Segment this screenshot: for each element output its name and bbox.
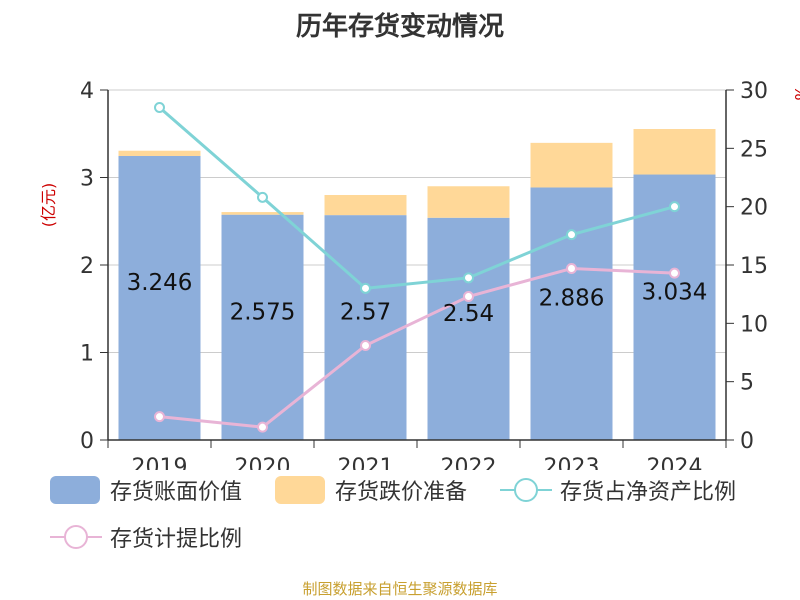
left-tick-label: 4 [80,79,94,104]
chart-plot: 0 1 2 3 4 0 5 10 15 20 25 30 (亿元)% 2019 2020 2021 2022 20… [39,79,800,470]
legend-label-net-asset-ratio: 存货占净资产比例 [560,480,737,505]
right-tick-label: 15 [740,254,768,279]
bar-impairment [427,186,510,218]
left-tick-label: 1 [80,342,94,367]
point-net-asset-ratio [463,272,474,284]
source-note: 制图数据来自恒生聚源数据库 [302,580,498,598]
point-net-asset-ratio [566,229,577,241]
x-tick-label: 2020 [235,455,291,470]
bar-impairment [324,195,407,216]
right-tick-label: 25 [740,137,768,162]
bar-data-label: 2.57 [340,300,391,326]
point-provision-ratio [154,411,165,423]
point-net-asset-ratio [257,191,268,203]
right-tick-label: 20 [740,196,768,221]
point-net-asset-ratio [154,102,165,113]
right-tick-label: 0 [740,429,754,454]
bar-book-value [221,214,304,440]
x-tick-label: 2024 [647,455,703,470]
bar-book-value [427,217,510,440]
legend-swatch-provision-ratio [50,523,102,551]
bar-impairment [221,212,304,215]
legend-item-book-value[interactable]: 存货账面价值 [50,470,242,510]
legend-swatch-book-value [50,476,100,504]
point-provision-ratio [360,340,371,351]
left-tick-label: 2 [80,254,94,279]
left-tick-label: 0 [80,429,94,454]
legend-item-impairment[interactable]: 存货跌价准备 [275,470,467,510]
x-tick-label: 2019 [132,455,188,470]
bar-book-value [324,215,407,440]
legend-label-provision-ratio: 存货计提比例 [110,527,243,552]
bar-data-label: 2.886 [539,286,605,312]
point-net-asset-ratio [360,282,371,294]
line-net-asset-ratio [158,106,675,290]
legend-item-provision-ratio[interactable]: 存货计提比例 [50,517,242,557]
bar-data-label: 3.034 [642,279,708,305]
bar-data-label: 2.575 [230,299,296,325]
bar-impairment [530,142,613,188]
legend-label-book-value: 存货账面价值 [110,480,243,505]
bar-data-label: 3.246 [127,270,193,296]
x-tick-label: 2023 [544,455,600,470]
x-tick-label: 2021 [338,455,394,470]
point-provision-ratio [566,263,577,274]
right-axis-title: % [791,85,800,100]
point-provision-ratio [669,267,680,279]
chart-title: 历年存货变动情况 [295,12,504,42]
legend-item-net-asset-ratio[interactable]: 存货占净资产比例 [500,470,736,510]
right-tick-label: 5 [740,371,754,396]
left-tick-label: 3 [80,167,94,192]
bar-book-value [633,174,716,440]
x-tick-label: 2022 [441,455,497,470]
line-provision-ratio [159,266,675,429]
point-net-asset-ratio [669,201,680,213]
bar-impairment [118,150,201,156]
legend-label-impairment: 存货跌价准备 [335,480,468,505]
right-tick-label: 10 [740,312,768,337]
legend-swatch-impairment [275,476,325,504]
bar-book-value [118,155,201,440]
point-provision-ratio [463,291,474,302]
bar-impairment [633,129,716,175]
point-provision-ratio [257,421,268,433]
legend-swatch-net-asset-ratio [500,476,552,504]
right-tick-label: 30 [740,79,768,104]
left-axis-title: (亿元) [39,183,58,228]
bar-data-label: 2.54 [443,301,494,327]
